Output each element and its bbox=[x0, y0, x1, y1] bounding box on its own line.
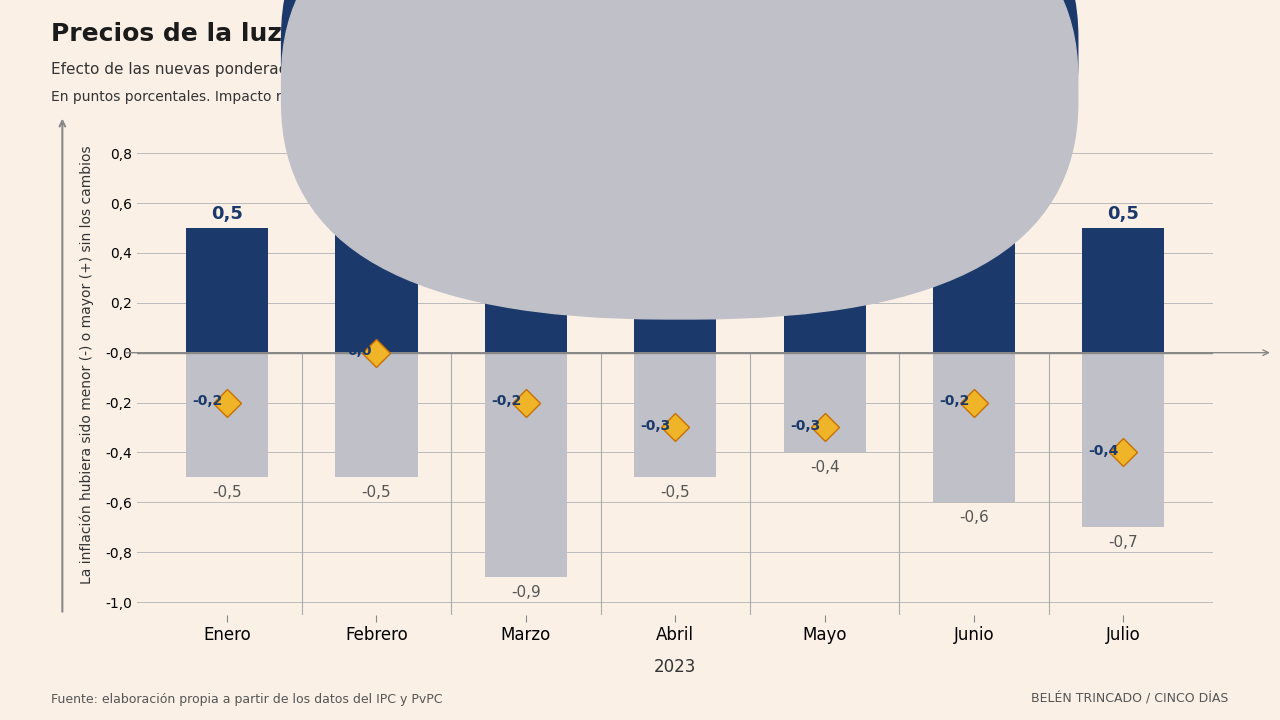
Text: 0,6: 0,6 bbox=[509, 180, 541, 198]
Bar bbox=[634, 353, 717, 477]
Bar bbox=[634, 228, 717, 353]
Bar bbox=[933, 203, 1015, 353]
Bar bbox=[485, 203, 567, 353]
Text: En puntos porcentales. Impacto respecto a 2022:: En puntos porcentales. Impacto respecto … bbox=[51, 90, 393, 104]
Text: 0,5: 0,5 bbox=[809, 205, 841, 223]
Text: 0,0: 0,0 bbox=[347, 344, 372, 359]
Text: 0,5: 0,5 bbox=[659, 205, 691, 223]
Text: Efecto de las nuevas ponderaciones y de la evolución del precio de la luz en el : Efecto de las nuevas ponderaciones y de … bbox=[51, 61, 768, 77]
Bar bbox=[335, 178, 417, 353]
Text: De la variación del precio de la electricidad: De la variación del precio de la electri… bbox=[698, 42, 1069, 58]
Text: 0,6: 0,6 bbox=[957, 180, 989, 198]
Text: BELÉN TRINCADO / CINCO DÍAS: BELÉN TRINCADO / CINCO DÍAS bbox=[1032, 693, 1229, 706]
Text: -0,5: -0,5 bbox=[362, 485, 392, 500]
Text: -0,2: -0,2 bbox=[192, 395, 223, 408]
Text: -0,9: -0,9 bbox=[511, 585, 540, 600]
Text: 0,5: 0,5 bbox=[1107, 205, 1139, 223]
Bar bbox=[335, 353, 417, 477]
Text: -0,6: -0,6 bbox=[959, 510, 989, 525]
Bar bbox=[783, 228, 865, 353]
Bar bbox=[1083, 228, 1165, 353]
Bar bbox=[186, 228, 268, 353]
Text: -0,5: -0,5 bbox=[212, 485, 242, 500]
Text: -0,3: -0,3 bbox=[790, 419, 820, 433]
Bar bbox=[933, 353, 1015, 503]
Bar bbox=[485, 353, 567, 577]
Text: SALDO: SALDO bbox=[698, 122, 767, 137]
Bar bbox=[186, 353, 268, 477]
Bar bbox=[783, 353, 865, 452]
Text: 0,5: 0,5 bbox=[211, 205, 243, 223]
Text: -0,2: -0,2 bbox=[940, 395, 969, 408]
Text: 0,7: 0,7 bbox=[361, 155, 393, 173]
Text: Del cambio de ponderaciones: Del cambio de ponderaciones bbox=[698, 83, 927, 97]
Text: -0,5: -0,5 bbox=[660, 485, 690, 500]
Y-axis label: La inflación hubiera sido menor (-) o mayor (+) sin los cambios: La inflación hubiera sido menor (-) o ma… bbox=[79, 146, 95, 585]
X-axis label: 2023: 2023 bbox=[654, 658, 696, 676]
Text: -0,2: -0,2 bbox=[492, 395, 521, 408]
Text: Precios de la luz y cambios en la cesta de la compra: Precios de la luz y cambios en la cesta … bbox=[51, 22, 787, 45]
Text: Fuente: elaboración propia a partir de los datos del IPC y PvPC: Fuente: elaboración propia a partir de l… bbox=[51, 693, 443, 706]
Text: -0,3: -0,3 bbox=[640, 419, 671, 433]
Text: -0,4: -0,4 bbox=[1088, 444, 1119, 458]
Text: -0,7: -0,7 bbox=[1108, 535, 1138, 549]
Bar bbox=[1083, 353, 1165, 527]
Text: -0,4: -0,4 bbox=[810, 460, 840, 475]
